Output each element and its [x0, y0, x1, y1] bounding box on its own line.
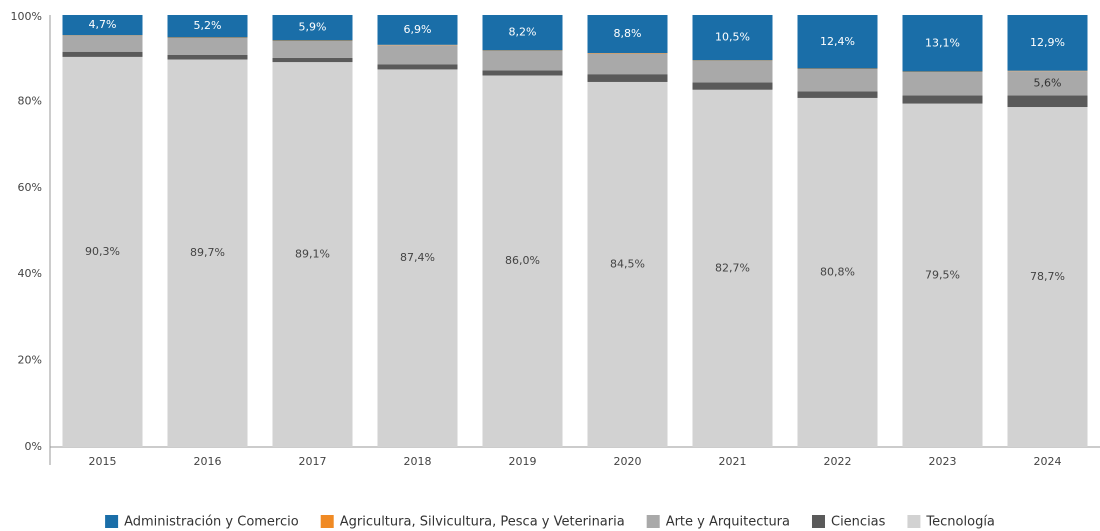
bar-segment: [1007, 107, 1088, 448]
bar-segment: [482, 50, 563, 71]
bar-segment: [797, 69, 878, 92]
bar-segment: [167, 37, 248, 55]
legend-label: Agricultura, Silvicultura, Pesca y Veter…: [340, 515, 625, 530]
bar-segment: [167, 15, 248, 38]
legend-label: Tecnología: [925, 515, 994, 530]
value-label: 80,8%: [820, 265, 855, 278]
bar-segment: [62, 15, 143, 36]
legend-label: Ciencias: [831, 515, 886, 530]
bar-segment: [797, 15, 878, 69]
bar-segment: [377, 64, 458, 70]
bar-segment: [377, 45, 458, 65]
bar-segment: [1007, 95, 1088, 108]
value-label: 90,3%: [85, 245, 120, 258]
value-label: 10,5%: [715, 31, 750, 44]
value-label: 78,7%: [1030, 270, 1065, 283]
x-tick-label: 2022: [824, 455, 852, 468]
value-label: 4,7%: [89, 18, 117, 31]
value-label: 89,1%: [295, 248, 330, 261]
bar-segment: [902, 95, 983, 104]
bar-segment: [587, 15, 668, 54]
value-label: 82,7%: [715, 261, 750, 274]
bar-segment: [62, 35, 143, 52]
legend-swatch: [105, 515, 119, 528]
bar-segment: [692, 89, 773, 448]
value-label: 12,9%: [1030, 36, 1065, 49]
bar-segment: [482, 70, 563, 76]
bar-segment: [797, 97, 878, 447]
value-label: 5,2%: [194, 19, 222, 32]
bar-segment: [902, 103, 983, 447]
y-tick-label: 60%: [18, 181, 42, 194]
x-tick-label: 2024: [1034, 455, 1062, 468]
x-tick-label: 2019: [509, 455, 537, 468]
value-label: 6,9%: [404, 23, 432, 36]
bar-segment: [482, 15, 563, 51]
bar-segment: [902, 15, 983, 72]
value-label: 8,2%: [509, 26, 537, 39]
legend-label: Administración y Comercio: [124, 515, 299, 530]
bar-segment: [167, 54, 248, 60]
value-label: 5,6%: [1034, 76, 1062, 89]
bar-segment: [482, 75, 563, 447]
legend-swatch: [907, 515, 921, 528]
y-tick-label: 40%: [18, 267, 42, 280]
x-tick-label: 2016: [194, 455, 222, 468]
x-tick-label: 2015: [89, 455, 117, 468]
legend-label: Arte y Arquitectura: [666, 515, 790, 530]
legend-swatch: [646, 515, 660, 528]
x-tick-label: 2020: [614, 455, 642, 468]
bar-segment: [587, 74, 668, 82]
bar-segment: [587, 81, 668, 448]
bar-segment: [902, 72, 983, 96]
bar-segment: [272, 62, 353, 447]
value-label: 5,9%: [299, 21, 327, 34]
y-tick-label: 0%: [25, 440, 42, 453]
value-label: 8,8%: [614, 27, 642, 40]
bar-segment: [62, 56, 143, 448]
value-label: 86,0%: [505, 254, 540, 267]
y-tick-label: 100%: [11, 10, 42, 23]
x-tick-label: 2017: [299, 455, 327, 468]
value-label: 12,4%: [820, 35, 855, 48]
value-label: 84,5%: [610, 257, 645, 270]
bar-segment: [797, 91, 878, 98]
bar-segment: [587, 53, 668, 75]
value-label: 89,7%: [190, 246, 225, 259]
legend: Administración y Comercio Agricultura, Si…: [105, 515, 995, 530]
bar-segment: [62, 51, 143, 57]
x-tick-label: 2018: [404, 455, 432, 468]
legend-swatch: [320, 515, 334, 528]
value-label: 79,5%: [925, 268, 960, 281]
bar-segment: [1007, 71, 1088, 96]
bar-segment: [692, 15, 773, 61]
x-tick-label: 2023: [929, 455, 957, 468]
bar-segment: [377, 69, 458, 447]
bar-segment: [272, 15, 353, 41]
bar-segment: [167, 59, 248, 447]
y-tick-label: 20%: [18, 354, 42, 367]
bar-segment: [692, 60, 773, 83]
value-label: 87,4%: [400, 251, 435, 264]
legend-swatch: [811, 515, 825, 528]
bar-segment: [377, 15, 458, 45]
x-tick-label: 2021: [719, 455, 747, 468]
y-tick-label: 80%: [18, 94, 42, 107]
bar-segment: [692, 82, 773, 90]
bar-segment: [272, 40, 353, 58]
bar-segment: [1007, 15, 1088, 71]
value-label: 13,1%: [925, 36, 960, 49]
bar-segment: [272, 57, 353, 63]
